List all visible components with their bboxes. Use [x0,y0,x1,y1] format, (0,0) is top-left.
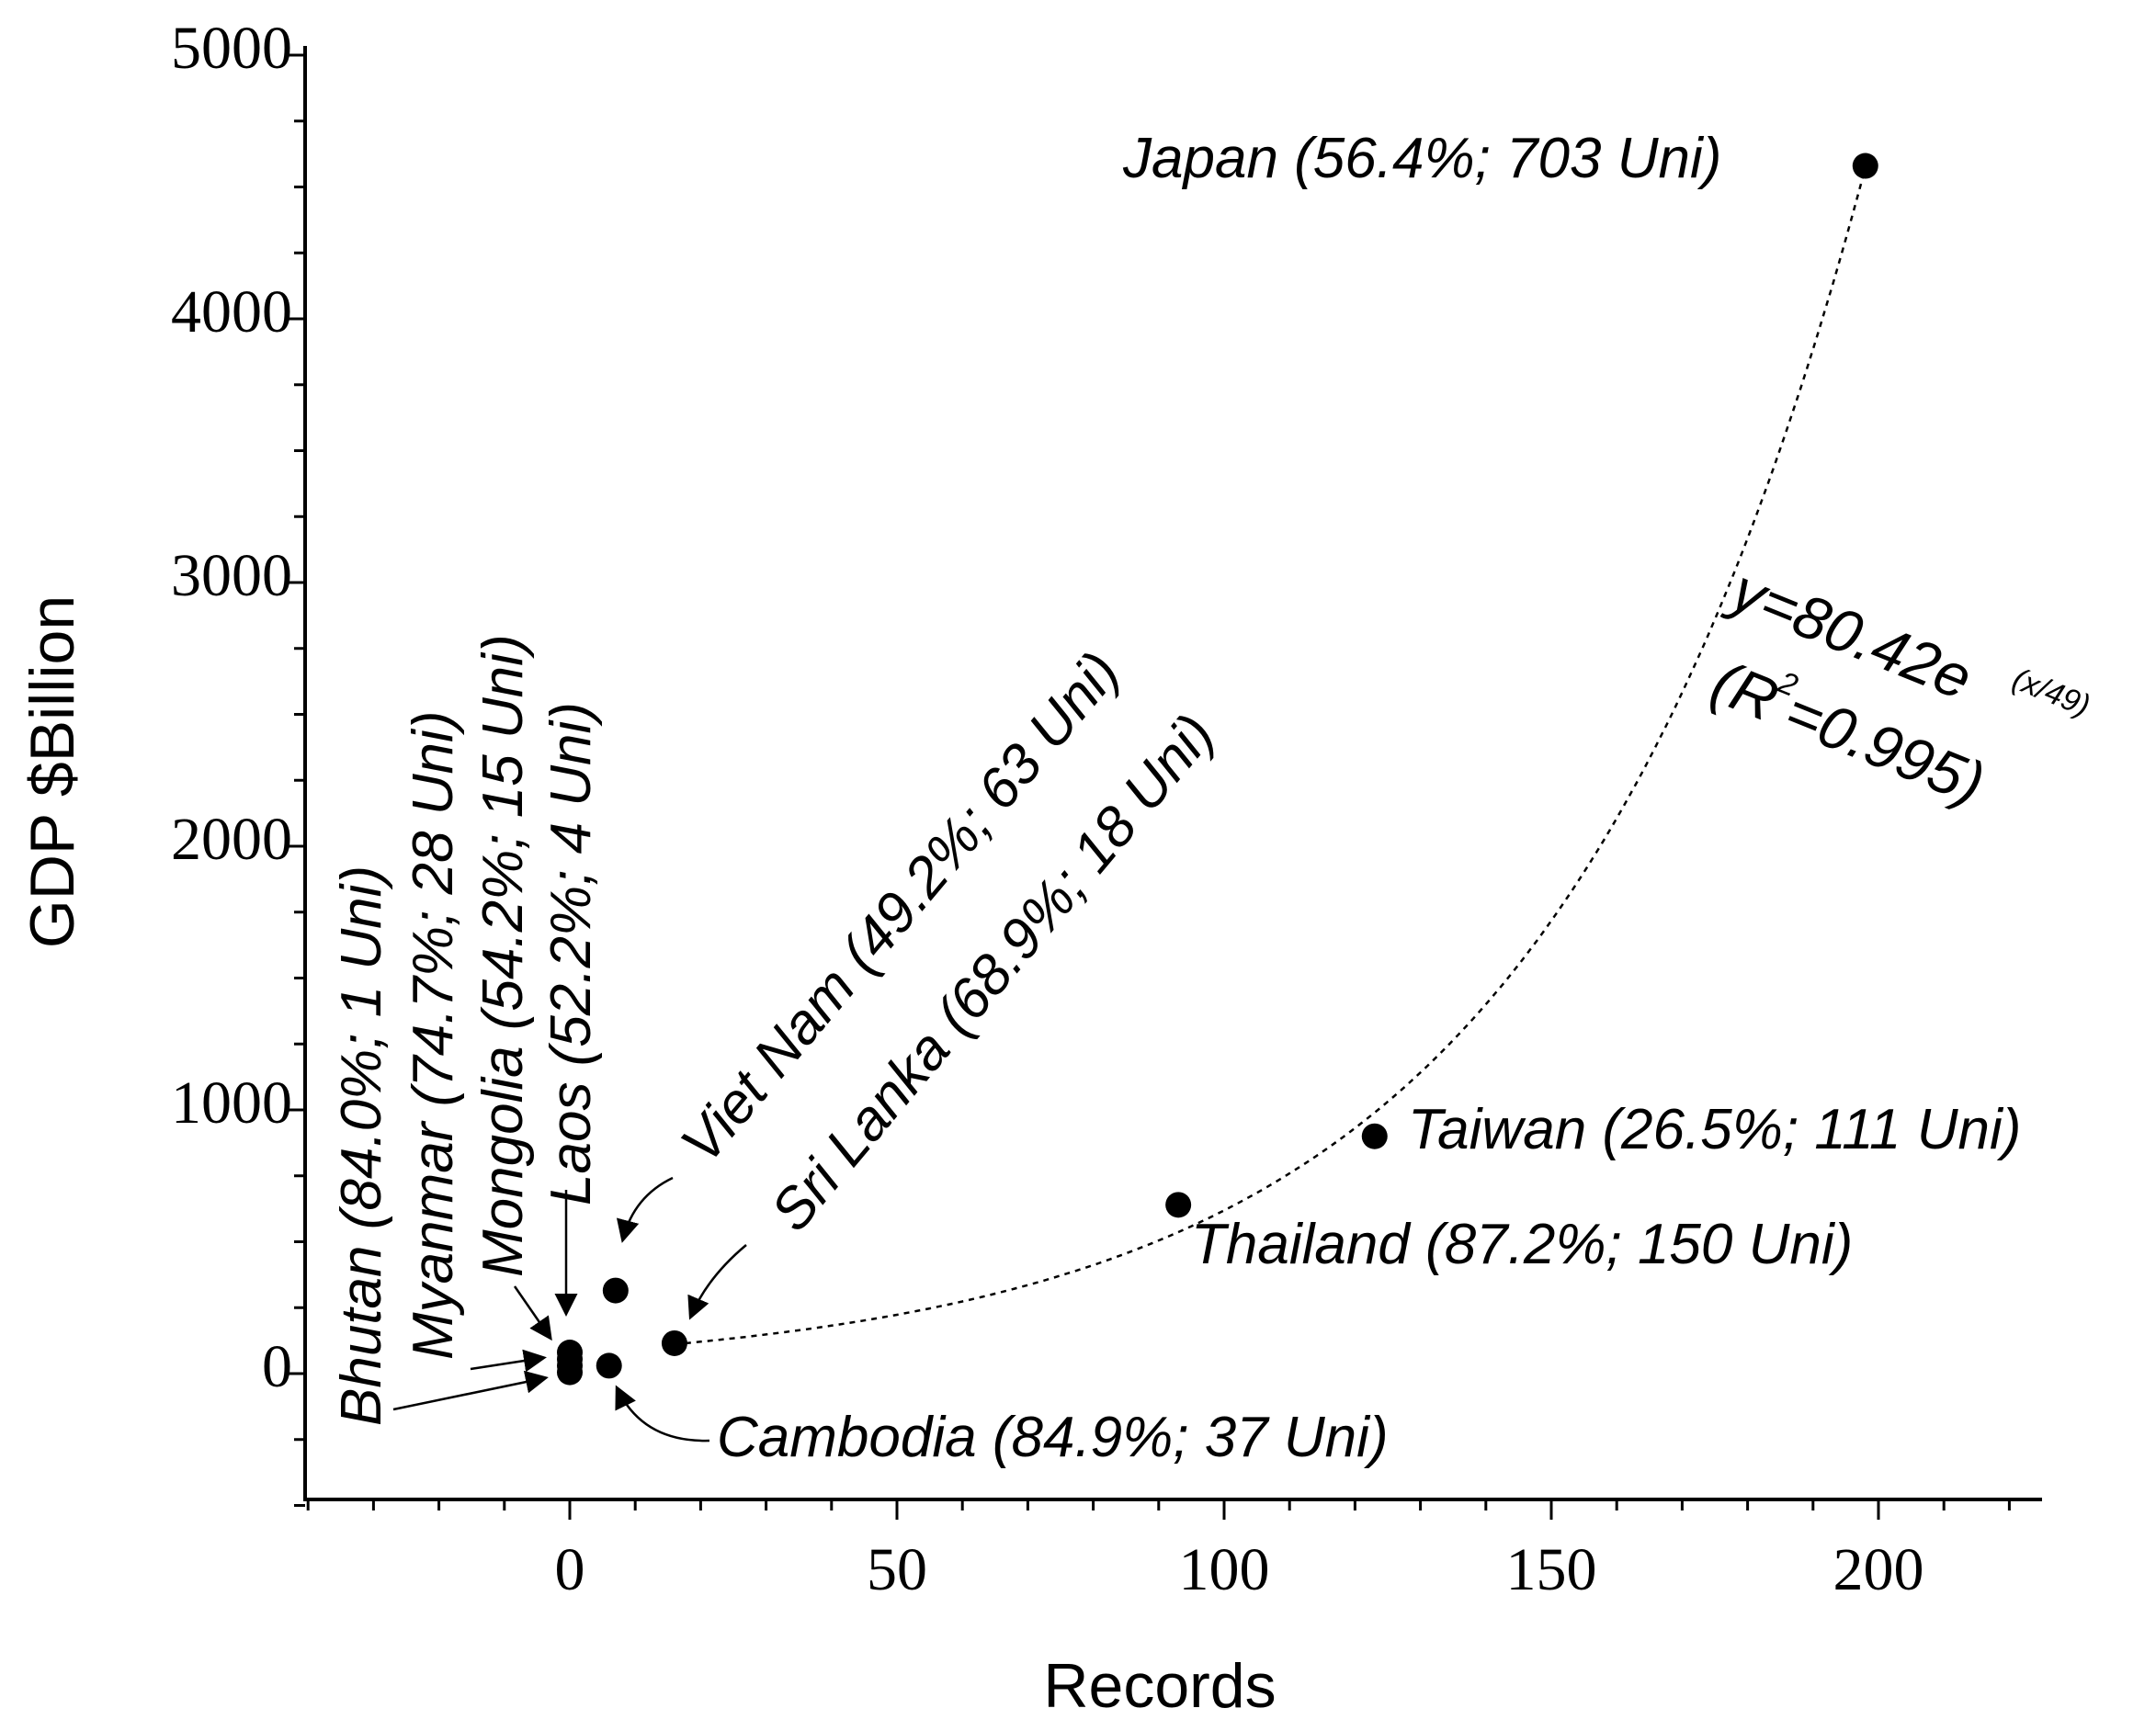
x-tick-label-0: 0 [555,1536,585,1603]
point-sri-lanka [661,1329,687,1356]
fit-equation-exponent: (x/49) [2008,662,2095,724]
y-tick-label-0: 0 [262,1333,292,1400]
label-bhutan: Bhutan (84.0%; 1 Uni) [330,866,393,1426]
arrow-bhutan [392,1370,549,1411]
point-taiwan [1361,1123,1388,1149]
x-tick-label-50: 50 [867,1536,927,1603]
y-tick-label-3000: 3000 [171,542,292,609]
x-tick-label-100: 100 [1179,1536,1270,1603]
label-thailand: Thailand (87.2%; 150 Uni) [1191,1213,1853,1276]
x-tick-label-150: 150 [1506,1536,1597,1603]
label-japan: Japan (56.4%; 703 Uni) [1122,127,1721,190]
arrow-myanmar [470,1349,547,1373]
annotation-arrows [392,1176,747,1442]
arrow-vietnam [616,1176,674,1243]
point-thailand [1165,1192,1192,1218]
label-cambodia: Cambodia (84.9%; 37 Uni) [717,1406,1389,1469]
arrow-mongolia [513,1285,552,1341]
y-tick-label-5000: 5000 [171,15,292,82]
y-axis-ticks [285,53,305,1507]
arrow-srilanka [687,1244,747,1320]
point-japan [1852,153,1878,179]
point-viet-nam [602,1277,629,1304]
arrow-cambodia [615,1385,710,1442]
data-points [557,153,1878,1386]
point-cambodia [596,1352,622,1379]
exponential-fit-line [674,166,1867,1346]
x-tick-label-200: 200 [1833,1536,1924,1603]
x-axis-ticks [306,1499,2011,1520]
label-laos: Laos (52.2%; 4 Uni) [539,702,603,1205]
y-tick-label-2000: 2000 [171,806,292,873]
fit-r2-prefix: (R [1703,647,1787,734]
y-tick-label-4000: 4000 [171,278,292,345]
y-axis-title: GDP $Billion [17,595,87,948]
point-bhutan [557,1359,583,1386]
label-mongolia: Mongolia (54.2%; 15 Uni) [471,634,535,1277]
label-taiwan: Taiwan (26.5%; 111 Uni) [1408,1098,2021,1161]
y-tick-label-1000: 1000 [171,1069,292,1137]
label-myanmar: Myanmar (74.7%; 28 Uni) [402,711,465,1360]
x-axis-title: Records [1043,1651,1276,1721]
